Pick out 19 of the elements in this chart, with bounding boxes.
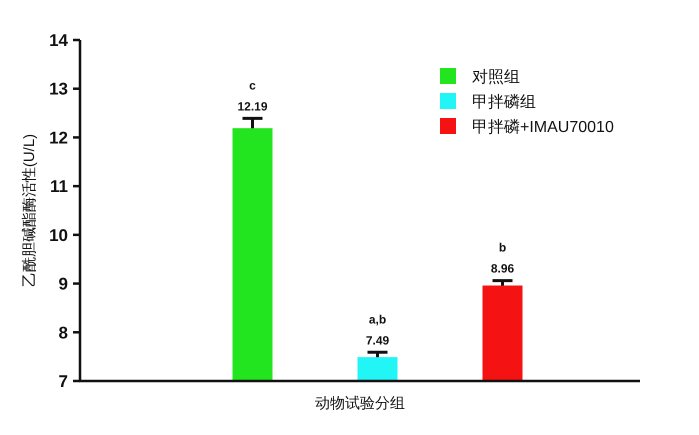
annotation: c xyxy=(249,78,256,92)
y-tick-label: 9 xyxy=(58,274,68,294)
annotation: a,b xyxy=(368,312,386,326)
annotation: b xyxy=(498,240,506,255)
legend-label: 对照组 xyxy=(472,68,520,86)
data-label: 8.96 xyxy=(490,262,514,276)
data-label: 7.49 xyxy=(366,333,390,348)
y-tick-label: 12 xyxy=(49,128,68,148)
legend-label: 甲拌磷组 xyxy=(472,93,536,111)
y-tick-label: 8 xyxy=(58,323,68,342)
y-tick-label: 7 xyxy=(58,372,68,391)
y-tick-label: 10 xyxy=(49,226,68,245)
y-tick-label: 13 xyxy=(49,80,68,99)
legend-label: 甲拌磷+IMAU70010 xyxy=(472,118,614,136)
y-axis-title: 乙酰胆碱酯酶活性(U/L) xyxy=(21,134,38,288)
y-tick-label: 11 xyxy=(50,177,68,196)
x-axis-title: 动物试验分组 xyxy=(315,395,405,412)
y-tick-label: 14 xyxy=(49,31,69,50)
data-label: 12.19 xyxy=(237,99,268,114)
